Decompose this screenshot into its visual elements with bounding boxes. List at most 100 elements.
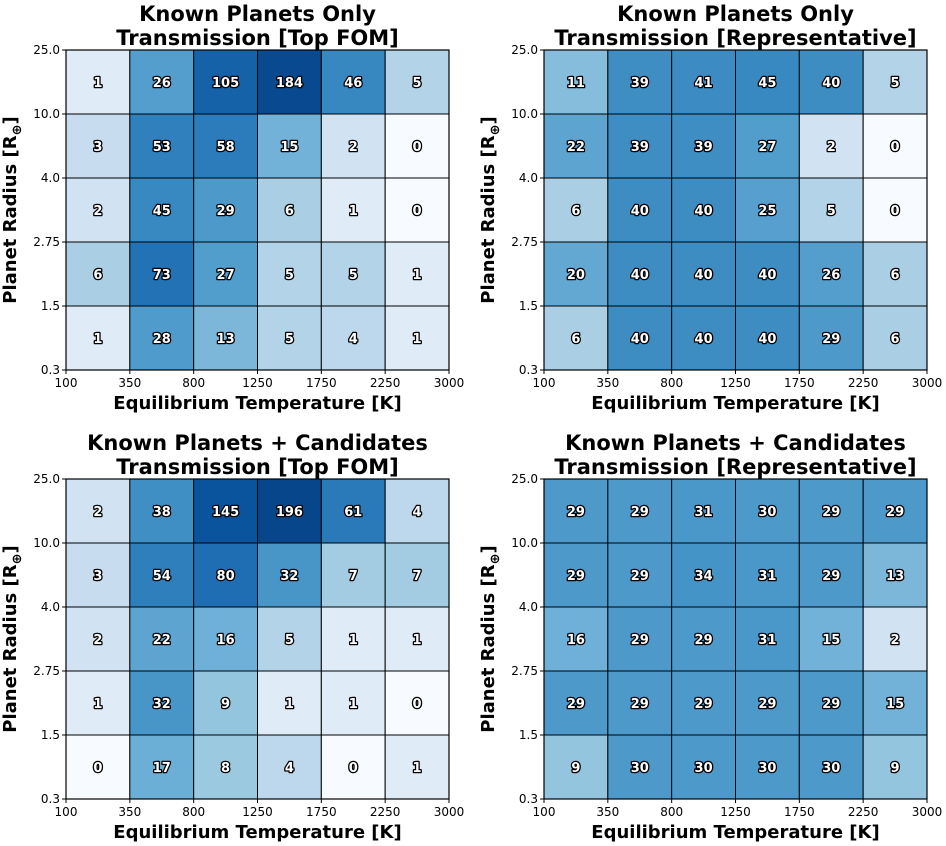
- y-axis-label-subscript: ⊕: [10, 553, 25, 564]
- cell-value-label: 9: [571, 761, 580, 776]
- cell-value-label: 6: [891, 268, 900, 283]
- heatmap-cell: [862, 670, 928, 736]
- cell-value-label: 29: [886, 505, 904, 520]
- cell-value-label: 3: [93, 569, 102, 584]
- heatmap-cell: [320, 734, 386, 800]
- cell-value-label: 145: [212, 505, 239, 520]
- heatmap-panel-4: 9 30 30 30 30 9 29 29 29 29 29 15 16 29 29 31 15 2 29 29 34 3…: [478, 431, 942, 843]
- cell-value-label: 29: [631, 569, 649, 584]
- x-tick-label: 1250: [242, 805, 273, 819]
- cell-value-label: 184: [276, 76, 303, 91]
- x-tick-label: 350: [118, 805, 141, 819]
- cell-value-label: 29: [567, 505, 585, 520]
- cell-value-label: 40: [758, 332, 776, 347]
- y-tick-label: 10.0: [511, 536, 538, 550]
- cell-value-label: 17: [153, 761, 171, 776]
- heatmap-cell: [129, 113, 195, 179]
- y-tick-label: 10.0: [511, 107, 538, 121]
- cell-value-label: 13: [886, 569, 904, 584]
- y-tick-label: 4.0: [519, 600, 538, 614]
- chart-title-line: Transmission [Top FOM]: [116, 455, 399, 479]
- y-axis-label-subscript: ⊕: [488, 553, 503, 564]
- x-axis-label: Equilibrium Temperature [K]: [113, 393, 401, 414]
- heatmap-cell: [384, 606, 450, 672]
- heatmap-cell: [862, 542, 928, 608]
- heatmap-cell: [798, 177, 864, 243]
- y-tick-label: 2.75: [33, 235, 60, 249]
- heatmap-cell: [735, 606, 800, 672]
- x-tick-label: 2250: [370, 805, 401, 819]
- cell-value-label: 2: [827, 140, 836, 155]
- y-axis-label: Planet Radius [R⊕]: [0, 116, 25, 304]
- heatmap-cell: [65, 542, 131, 608]
- cell-value-label: 2: [891, 633, 900, 648]
- cell-value-label: 28: [153, 332, 171, 347]
- x-tick-label: 800: [660, 376, 683, 390]
- y-axis-label-main: Planet Radius [R: [0, 135, 21, 303]
- y-axis-label-close: ]: [0, 545, 21, 553]
- cell-value-label: 40: [822, 76, 840, 91]
- heatmap-cell: [65, 241, 131, 307]
- heatmap-panel-3: 0 17 8 4 0 11 32 9 1 1 02 22 16 5 1 13 54 80 32 7 72 38 145 196…: [0, 431, 464, 843]
- heatmap-cell: [607, 305, 673, 371]
- x-axis-label: Equilibrium Temperature [K]: [591, 393, 879, 414]
- cell-value-label: 0: [349, 761, 358, 776]
- cell-value-label: 1: [285, 697, 294, 712]
- y-axis-label: Planet Radius [R⊕]: [0, 545, 25, 733]
- y-axis-label-main: Planet Radius [R: [0, 564, 21, 732]
- heatmap-cell: [607, 670, 673, 736]
- cell-value-label: 4: [349, 332, 358, 347]
- heatmap-cell: [257, 177, 322, 243]
- cell-value-label: 30: [758, 761, 776, 776]
- cell-value-label: 29: [217, 204, 235, 219]
- x-axis-label: Equilibrium Temperature [K]: [591, 822, 879, 843]
- cell-value-label: 32: [153, 697, 171, 712]
- cell-value-label: 27: [758, 140, 776, 155]
- x-tick-label: 350: [118, 376, 141, 390]
- heatmap-cell: [129, 606, 195, 672]
- cell-value-label: 0: [93, 761, 102, 776]
- heatmap-cell: [671, 542, 737, 608]
- cell-value-label: 1: [413, 761, 422, 776]
- cell-value-label: 27: [217, 268, 235, 283]
- cell-value-label: 1: [413, 633, 422, 648]
- y-tick-label: 0.3: [519, 792, 538, 806]
- heatmap-cell: [543, 542, 609, 608]
- cell-value-label: 15: [886, 697, 904, 712]
- cell-value-label: 1: [349, 204, 358, 219]
- y-tick-label: 4.0: [41, 600, 60, 614]
- heatmap-cell: [862, 305, 928, 371]
- cell-value-label: 6: [571, 332, 580, 347]
- cell-value-label: 26: [822, 268, 840, 283]
- chart-title: Known Planets Only Transmission [Represen…: [554, 2, 916, 50]
- chart-title-line: Transmission [Top FOM]: [116, 26, 399, 50]
- cell-value-label: 31: [758, 569, 776, 584]
- cell-value-label: 5: [891, 76, 900, 91]
- cell-value-label: 29: [567, 569, 585, 584]
- y-axis-label: Planet Radius [R⊕]: [478, 116, 503, 304]
- cell-value-label: 45: [153, 204, 171, 219]
- heatmap-cell: [257, 606, 322, 672]
- cell-value-label: 53: [153, 140, 171, 155]
- chart-title: Known Planets + Candidates Transmission […: [554, 431, 916, 479]
- cell-value-label: 30: [695, 761, 713, 776]
- heatmap-cell: [320, 606, 386, 672]
- heatmap-cell: [735, 734, 800, 800]
- cell-value-label: 31: [758, 633, 776, 648]
- cell-value-label: 8: [221, 761, 230, 776]
- cell-value-label: 4: [413, 505, 422, 520]
- heatmap-cell: [257, 478, 322, 544]
- cell-value-label: 30: [758, 505, 776, 520]
- cell-value-label: 5: [827, 204, 836, 219]
- x-tick-label: 2250: [848, 805, 879, 819]
- heatmap-cell: [798, 113, 864, 179]
- heatmap-cell: [320, 49, 386, 115]
- cell-value-label: 39: [631, 76, 649, 91]
- cell-value-label: 1: [93, 697, 102, 712]
- x-tick-label: 100: [533, 376, 556, 390]
- heatmap-cell: [543, 606, 609, 672]
- heatmap-cell: [384, 478, 450, 544]
- heatmap-cell: [65, 49, 131, 115]
- x-tick-label: 2250: [370, 376, 401, 390]
